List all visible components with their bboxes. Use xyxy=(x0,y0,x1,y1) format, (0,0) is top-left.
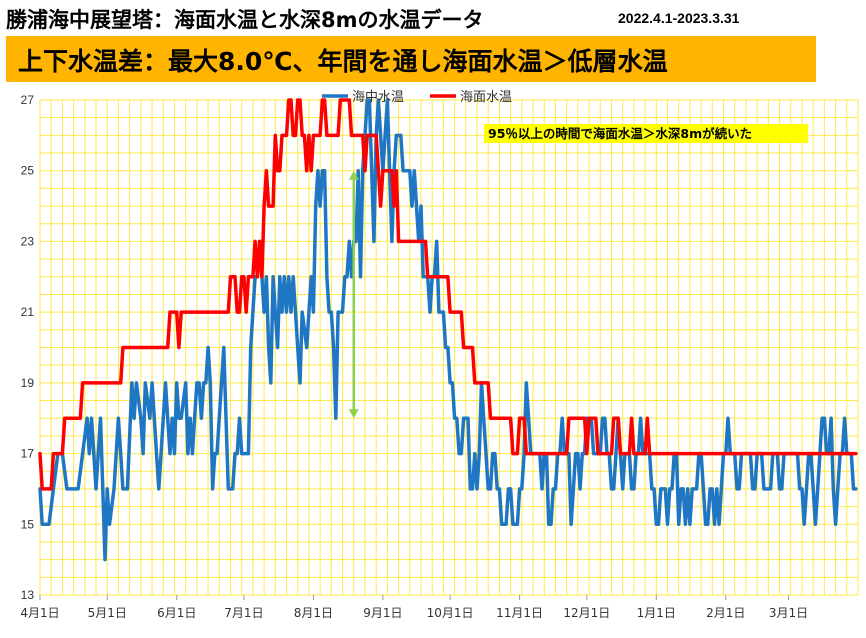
y-tick-label: 15 xyxy=(21,517,35,531)
x-tick-label: 2月1日 xyxy=(706,606,745,620)
chart-legend: 海中水温 海面水温 xyxy=(322,90,512,105)
series-line-0 xyxy=(38,98,858,562)
y-tick-label: 13 xyxy=(21,588,35,602)
y-tick-label: 27 xyxy=(21,93,35,107)
y-tick-label: 23 xyxy=(21,234,35,248)
x-tick-label: 11月1日 xyxy=(496,606,543,620)
x-tick-label: 8月1日 xyxy=(294,606,333,620)
annotation-background xyxy=(484,124,808,143)
y-tick-label: 25 xyxy=(21,164,35,178)
x-tick-label: 10月1日 xyxy=(427,606,474,620)
annotation-text: 95％以上の時間で海面水温＞水深8mが続いた xyxy=(488,126,752,141)
y-tick-label: 19 xyxy=(21,376,35,390)
x-axis-ticks: 4月1日 5月1日 6月1日 7月1日 8月1日 9月1日 10月1日 11月1日 12月1日 1… xyxy=(20,595,808,620)
x-tick-label: 3月1日 xyxy=(769,606,808,620)
chart-annotation: 95％以上の時間で海面水温＞水深8mが続いた xyxy=(484,124,808,143)
legend-label-0: 海中水温 xyxy=(352,90,404,105)
summary-banner-text: 上下水温差：最大8.0℃、年間を通し海面水温＞低層水温 xyxy=(18,47,668,76)
arrow-head-bottom xyxy=(348,409,359,419)
plot-area-border xyxy=(39,99,859,596)
x-tick-label: 6月1日 xyxy=(157,606,196,620)
max-difference-arrow xyxy=(348,170,359,419)
arrow-head-top xyxy=(348,170,359,180)
series-line-1 xyxy=(38,98,858,491)
x-tick-label: 1月1日 xyxy=(637,606,676,620)
legend-label-1: 海面水温 xyxy=(460,90,512,105)
chart-title: 勝浦海中展望塔：海面水温と水深8mの水温データ xyxy=(6,8,484,32)
y-axis-ticks: 13 15 17 19 21 23 25 27 xyxy=(21,93,35,602)
y-tick-label: 17 xyxy=(21,447,35,461)
x-tick-label: 7月1日 xyxy=(224,606,263,620)
summary-banner: 上下水温差：最大8.0℃、年間を通し海面水温＞低層水温 xyxy=(6,36,816,82)
y-tick-label: 21 xyxy=(21,305,35,319)
date-range: 2022.4.1-2023.3.31 xyxy=(618,10,740,26)
x-tick-label: 9月1日 xyxy=(363,606,402,620)
x-tick-label: 12月1日 xyxy=(563,606,610,620)
x-tick-label: 5月1日 xyxy=(88,606,127,620)
chart-series xyxy=(38,98,858,562)
x-tick-label: 4月1日 xyxy=(20,606,59,620)
